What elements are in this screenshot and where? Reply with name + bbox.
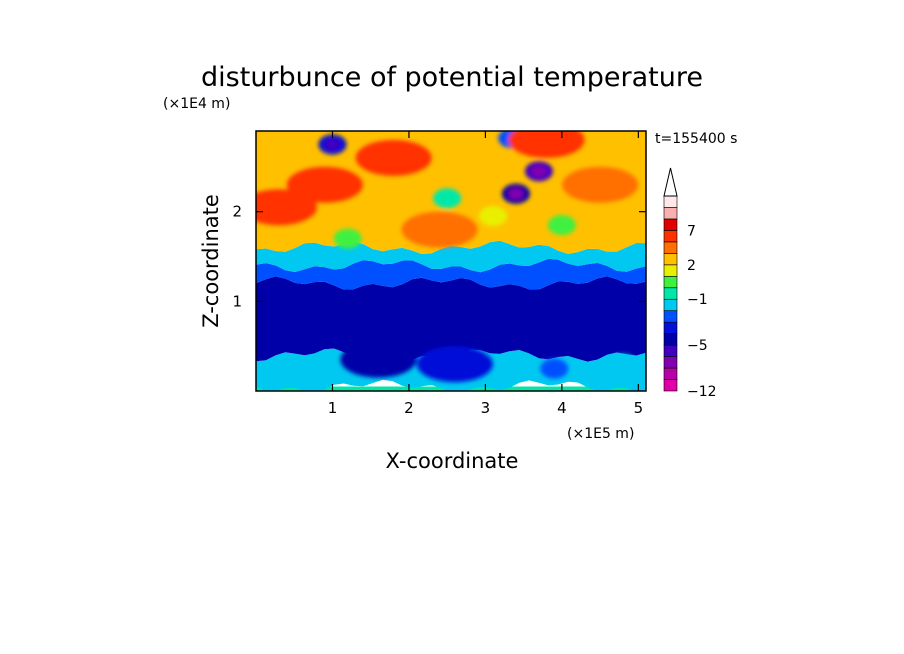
colorbar-segment — [663, 379, 678, 392]
colorbar-segment — [663, 298, 678, 312]
y-axis-ticks: 12 — [232, 203, 646, 310]
colorbar-segment — [663, 275, 678, 289]
colorbar-tick-label: 2 — [687, 258, 696, 274]
contour-features — [256, 131, 639, 383]
contour-feature-core — [508, 188, 524, 200]
colorbar-segment — [663, 253, 678, 266]
contour-feature — [609, 354, 638, 375]
colorbar-tick-label: 7 — [687, 223, 696, 239]
colorbar: 7 2 −1 −5 −12 — [663, 167, 717, 400]
x-unit-label: (×1E5 m) — [567, 426, 634, 442]
x-tick-label: 2 — [404, 399, 414, 417]
colorbar-segment — [663, 264, 678, 277]
x-axis-ticks: 1 2 3 4 5 — [328, 131, 643, 417]
contour-feature — [508, 131, 585, 158]
colorbar-segment — [663, 207, 678, 220]
contour-feature — [355, 139, 432, 176]
plot-area — [256, 131, 646, 391]
time-label: t=155400 s — [655, 131, 737, 147]
x-tick-label: 1 — [328, 399, 338, 417]
colorbar-tick-label: −12 — [687, 384, 717, 400]
contour-feature-core — [531, 165, 547, 177]
x-tick-label: 3 — [481, 399, 491, 417]
contour-layer — [256, 276, 646, 362]
colorbar-segment — [663, 195, 678, 208]
contour-feature — [401, 211, 478, 248]
colorbar-segment — [663, 287, 678, 300]
chart-title: disturbunce of potential temperature — [201, 62, 703, 93]
contour-feature — [416, 346, 493, 383]
colorbar-tick-label: −1 — [687, 292, 708, 308]
contour-feature — [286, 166, 363, 203]
x-tick-label: 4 — [557, 399, 567, 417]
colorbar-segment — [663, 367, 678, 380]
colorbar-segment — [663, 310, 678, 323]
x-tick-label: 5 — [634, 399, 644, 417]
y-unit-label: (×1E4 m) — [163, 96, 230, 112]
colorbar-segment — [663, 241, 678, 254]
contour-feature — [333, 228, 362, 249]
contour-feature — [562, 166, 639, 203]
contour-feature — [479, 206, 508, 227]
colorbar-segment — [663, 344, 678, 357]
contour-feature-core — [324, 138, 341, 150]
contour-layer — [256, 258, 646, 290]
colorbar-tick-label: −5 — [687, 338, 708, 354]
y-axis-label: Z-coordinate — [199, 194, 223, 328]
contour-feature — [547, 215, 576, 236]
colorbar-segment — [663, 356, 678, 369]
colorbar-segment — [663, 321, 678, 334]
colorbar-segment — [663, 218, 678, 231]
contour-feature — [256, 189, 317, 226]
plot-frame — [255, 130, 647, 392]
colorbar-segment — [663, 333, 678, 346]
colorbar-extend-arrow — [663, 167, 678, 197]
colorbar-segment — [663, 230, 678, 243]
y-tick-label: 2 — [232, 203, 242, 221]
contour-feature — [340, 341, 417, 378]
contour-layer — [256, 240, 646, 273]
x-axis-label: X-coordinate — [386, 449, 519, 473]
y-tick-label: 1 — [232, 292, 242, 310]
contour-feature — [433, 188, 462, 209]
contour-feature — [540, 358, 569, 379]
